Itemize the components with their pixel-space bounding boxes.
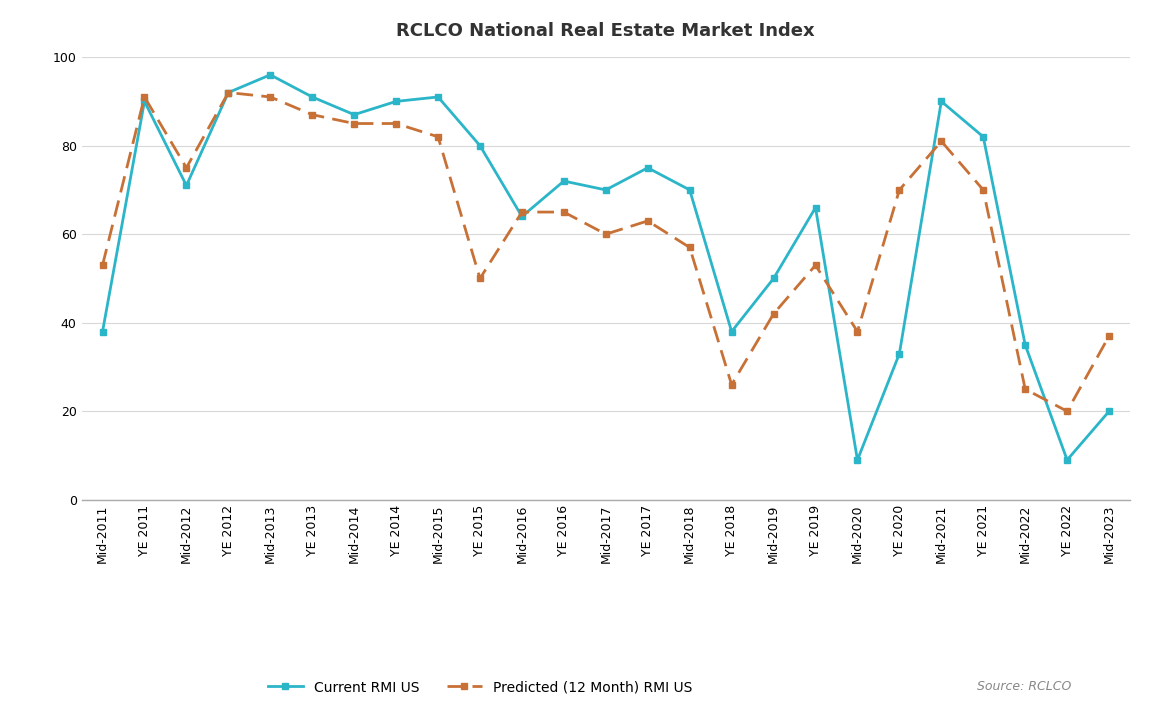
Title: RCLCO National Real Estate Market Index: RCLCO National Real Estate Market Index — [396, 22, 816, 40]
Predicted (12 Month) RMI US — [473, 274, 487, 283]
Current RMI US — [96, 327, 110, 336]
Current RMI US — [599, 186, 613, 194]
Current RMI US — [641, 164, 655, 172]
Text: Source: RCLCO: Source: RCLCO — [977, 680, 1072, 693]
Current RMI US — [683, 186, 697, 194]
Predicted (12 Month) RMI US — [137, 93, 151, 101]
Line: Current RMI US: Current RMI US — [99, 71, 1113, 463]
Predicted (12 Month) RMI US — [976, 186, 990, 194]
Current RMI US — [347, 111, 361, 119]
Current RMI US — [137, 97, 151, 106]
Current RMI US — [305, 93, 319, 101]
Predicted (12 Month) RMI US — [934, 137, 948, 146]
Predicted (12 Month) RMI US — [515, 208, 529, 216]
Current RMI US — [515, 212, 529, 221]
Predicted (12 Month) RMI US — [599, 230, 613, 238]
Current RMI US — [179, 181, 193, 190]
Predicted (12 Month) RMI US — [767, 310, 781, 318]
Predicted (12 Month) RMI US — [96, 261, 110, 269]
Current RMI US — [389, 97, 403, 106]
Current RMI US — [809, 203, 822, 212]
Current RMI US — [473, 141, 487, 150]
Predicted (12 Month) RMI US — [641, 216, 655, 225]
Current RMI US — [892, 349, 906, 358]
Predicted (12 Month) RMI US — [263, 93, 277, 101]
Current RMI US — [431, 93, 445, 101]
Current RMI US — [725, 327, 739, 336]
Predicted (12 Month) RMI US — [850, 327, 864, 336]
Predicted (12 Month) RMI US — [1102, 332, 1116, 341]
Predicted (12 Month) RMI US — [179, 164, 193, 172]
Current RMI US — [1102, 407, 1116, 416]
Predicted (12 Month) RMI US — [305, 111, 319, 119]
Current RMI US — [221, 89, 235, 97]
Predicted (12 Month) RMI US — [389, 119, 403, 128]
Current RMI US — [557, 177, 571, 186]
Current RMI US — [263, 71, 277, 79]
Line: Predicted (12 Month) RMI US: Predicted (12 Month) RMI US — [99, 89, 1113, 415]
Predicted (12 Month) RMI US — [221, 89, 235, 97]
Predicted (12 Month) RMI US — [431, 133, 445, 141]
Predicted (12 Month) RMI US — [683, 243, 697, 252]
Predicted (12 Month) RMI US — [1060, 407, 1074, 416]
Predicted (12 Month) RMI US — [557, 208, 571, 216]
Predicted (12 Month) RMI US — [1018, 385, 1032, 393]
Predicted (12 Month) RMI US — [347, 119, 361, 128]
Current RMI US — [976, 133, 990, 141]
Predicted (12 Month) RMI US — [892, 186, 906, 194]
Current RMI US — [767, 274, 781, 283]
Predicted (12 Month) RMI US — [725, 381, 739, 389]
Current RMI US — [1018, 341, 1032, 349]
Current RMI US — [934, 97, 948, 106]
Current RMI US — [850, 456, 864, 464]
Predicted (12 Month) RMI US — [809, 261, 822, 269]
Legend: Current RMI US, Predicted (12 Month) RMI US: Current RMI US, Predicted (12 Month) RMI… — [262, 675, 698, 700]
Current RMI US — [1060, 456, 1074, 464]
